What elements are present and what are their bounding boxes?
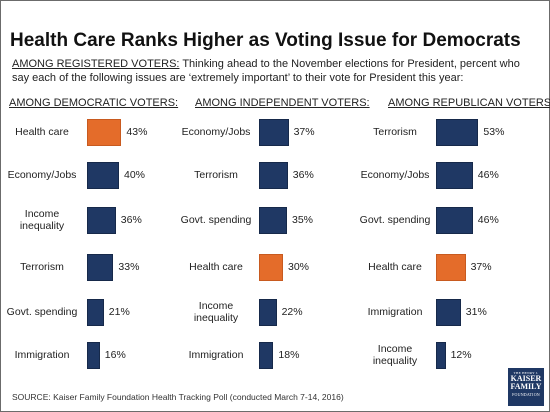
bar: [436, 162, 473, 189]
value-label: 37%: [293, 126, 315, 138]
bar: [87, 207, 116, 234]
panel-title: AMONG DEMOCRATIC VOTERS:: [9, 97, 179, 109]
bar-row: Economy/Jobs 40%: [3, 160, 173, 190]
category-label: Economy/Jobs: [7, 169, 77, 181]
category-label: Terrorism: [194, 169, 238, 181]
value-label: 31%: [465, 306, 487, 318]
bar: [259, 207, 287, 234]
category-label: Health care: [15, 126, 69, 138]
value-label: 36%: [292, 169, 314, 181]
logo-line: FAMILY: [510, 382, 542, 391]
category-label: Terrorism: [20, 261, 64, 273]
subtitle-lead: AMONG REGISTERED VOTERS:: [12, 58, 180, 70]
value-label: 46%: [477, 214, 499, 226]
category-label: Income inequality: [19, 208, 65, 232]
bar-row: Govt. spending 21%: [3, 297, 173, 327]
bar: [87, 162, 119, 189]
category-label: Govt. spending: [359, 214, 431, 226]
kaiser-logo: THE HENRY J. KAISER FAMILY FOUNDATION: [508, 368, 544, 406]
panel-democratic: AMONG DEMOCRATIC VOTERS: Health care 43% E…: [3, 97, 178, 377]
bar-row: Terrorism 33%: [3, 252, 173, 282]
value-label: 35%: [292, 214, 314, 226]
bar: [436, 254, 466, 281]
bar-row: Income inequality 12%: [352, 340, 522, 370]
bar: [259, 342, 274, 369]
category-label: Immigration: [367, 306, 423, 318]
category-label: Health care: [189, 261, 243, 273]
bar: [259, 254, 283, 281]
bar-row: Economy/Jobs 46%: [352, 160, 522, 190]
bar: [87, 254, 114, 281]
bar-row: Immigration 31%: [352, 297, 522, 327]
panel-independent: AMONG INDEPENDENT VOTERS: Economy/Jobs 37…: [175, 97, 370, 377]
category-label: Immigration: [188, 349, 244, 361]
subtitle-text: Thinking ahead to the November elections…: [12, 58, 520, 84]
bar-row: Income inequality 22%: [175, 297, 345, 327]
value-label: 16%: [104, 349, 126, 361]
category-label: Govt. spending: [6, 306, 78, 318]
bar-row: Health care 30%: [175, 252, 345, 282]
category-label: Income inequality: [372, 343, 418, 367]
bar: [87, 299, 104, 326]
category-label: Govt. spending: [180, 214, 252, 226]
bar-row: Terrorism 36%: [175, 160, 345, 190]
value-label: 22%: [281, 306, 303, 318]
value-label: 18%: [278, 349, 300, 361]
panel-title: AMONG REPUBLICAN VOTERS:: [388, 97, 550, 109]
chart-subtitle: AMONG REGISTERED VOTERS: Thinking ahead …: [12, 57, 532, 85]
bar: [87, 342, 100, 369]
bar: [259, 162, 288, 189]
value-label: 33%: [118, 261, 140, 273]
value-label: 53%: [483, 126, 505, 138]
panel-republican: AMONG REPUBLICAN VOTERS: Terrorism 53% Eco…: [352, 97, 550, 377]
value-label: 21%: [108, 306, 130, 318]
bar: [259, 299, 277, 326]
chart-title: Health Care Ranks Higher as Voting Issue…: [10, 30, 521, 51]
logo-line: FOUNDATION: [512, 392, 540, 397]
category-label: Immigration: [14, 349, 70, 361]
category-label: Terrorism: [373, 126, 417, 138]
bar-row: Govt. spending 46%: [352, 205, 522, 235]
category-label: Economy/Jobs: [360, 169, 430, 181]
bar-row: Economy/Jobs 37%: [175, 117, 345, 147]
category-label: Income inequality: [193, 300, 239, 324]
value-label: 46%: [477, 169, 499, 181]
value-label: 37%: [470, 261, 492, 273]
bar-row: Immigration 16%: [3, 340, 173, 370]
bar: [87, 119, 122, 146]
bar: [436, 119, 479, 146]
logo-line: KAISER: [510, 374, 542, 383]
category-label: Health care: [368, 261, 422, 273]
bar: [436, 342, 446, 369]
category-label: Economy/Jobs: [181, 126, 251, 138]
value-label: 12%: [450, 349, 472, 361]
bar: [436, 207, 473, 234]
bar-row: Terrorism 53%: [352, 117, 522, 147]
bar: [259, 119, 289, 146]
value-label: 40%: [124, 169, 146, 181]
logo-line: THE HENRY J.: [513, 371, 539, 375]
bar-row: Income inequality 36%: [3, 205, 173, 235]
source-note: SOURCE: Kaiser Family Foundation Health …: [12, 392, 344, 402]
bar-row: Health care 37%: [352, 252, 522, 282]
value-label: 43%: [126, 126, 148, 138]
bar-row: Govt. spending 35%: [175, 205, 345, 235]
value-label: 30%: [288, 261, 310, 273]
bar-row: Health care 43%: [3, 117, 173, 147]
bar: [436, 299, 461, 326]
value-label: 36%: [120, 214, 142, 226]
bar-row: Immigration 18%: [175, 340, 345, 370]
panel-title: AMONG INDEPENDENT VOTERS:: [195, 97, 370, 109]
